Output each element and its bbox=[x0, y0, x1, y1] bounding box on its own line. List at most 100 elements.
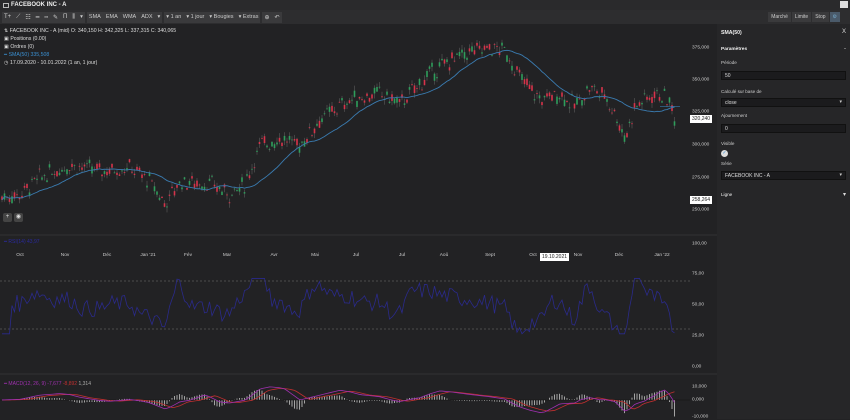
wma-button[interactable]: WMA bbox=[122, 14, 137, 20]
channel-tool-icon[interactable]: Π bbox=[63, 14, 68, 20]
offset-input[interactable]: 0 bbox=[721, 124, 846, 133]
price-tick: 300,000 bbox=[692, 142, 710, 148]
time-tick: Fév bbox=[184, 253, 192, 258]
drawing-tools-group: T+ ⟋ ☷ ━ ┅ ✎ Π ⫼ ▾ bbox=[2, 11, 85, 23]
positions-line[interactable]: ▣ Positions (0.00) bbox=[4, 36, 47, 42]
chart-window-icon bbox=[3, 2, 9, 8]
horizontal-line-icon[interactable]: ━ bbox=[35, 14, 40, 21]
ema-button[interactable]: EMA bbox=[105, 14, 118, 20]
adx-button[interactable]: ADX bbox=[141, 14, 153, 20]
dotted-line-icon[interactable]: ┅ bbox=[44, 14, 49, 21]
sma-value: SMA(50) 335,508 bbox=[8, 52, 50, 58]
pencil-icon[interactable]: ✎ bbox=[53, 14, 59, 21]
last-price-tag: 320,240 bbox=[690, 115, 713, 123]
macd-text: MACD(12, 26, 9) -7,677 bbox=[8, 381, 62, 387]
period-input[interactable]: 50 bbox=[721, 71, 846, 80]
macd-value: ━ MACD(12, 26, 9) -7,677 bbox=[4, 381, 62, 387]
rsi-value: RSI(14) 43,97 bbox=[8, 239, 40, 245]
series-label: Série bbox=[721, 161, 732, 166]
time-tick: Sept bbox=[485, 253, 495, 258]
macd-tick: 10,000 bbox=[692, 384, 707, 390]
fibonacci-tool-icon[interactable]: ☷ bbox=[25, 14, 31, 21]
period-dropdown[interactable]: ▾ 1 an bbox=[166, 14, 182, 20]
instrument-line: ⇅ FACEBOOK INC - A (mid) O: 340,150 H: 3… bbox=[4, 28, 177, 34]
price-tick: 350,000 bbox=[692, 77, 710, 83]
macd-tick: 0,000 bbox=[692, 397, 705, 403]
zoom-in-button[interactable]: + bbox=[3, 213, 12, 222]
rsi-tick: 100,00 bbox=[692, 241, 707, 247]
settings-group: ▾ 1 an ▾ 1 jour ▾ Bougies ▾ Extras bbox=[164, 11, 261, 23]
settings-toggle-icon[interactable]: ⚙ bbox=[829, 12, 840, 22]
indicators-group: SMA EMA WMA ADX ▾ bbox=[86, 11, 163, 23]
undo-icon[interactable]: ↶ bbox=[274, 14, 280, 21]
rsi-legend[interactable]: ━ RSI(14) 43,97 bbox=[4, 239, 40, 245]
visible-label: Visible bbox=[721, 141, 735, 146]
chart-area[interactable]: ⇅ FACEBOOK INC - A (mid) O: 340,150 H: 3… bbox=[0, 24, 717, 420]
base-label: Calculé sur base de bbox=[721, 89, 762, 94]
gann-tool-icon[interactable]: ⫼ bbox=[72, 13, 76, 20]
time-tick: Oct bbox=[529, 253, 537, 258]
rsi-tick: 50,00 bbox=[692, 302, 705, 308]
time-tick: Jan '22 bbox=[654, 253, 670, 258]
rsi-tick: 25,00 bbox=[692, 333, 705, 339]
interval-value: 1 jour bbox=[190, 14, 205, 20]
time-tick: Jan '21 bbox=[140, 253, 156, 258]
limit-order-button[interactable]: Limite bbox=[791, 12, 812, 22]
reset-zoom-button[interactable]: ◉ bbox=[14, 213, 23, 222]
close-icon[interactable]: X bbox=[841, 29, 846, 35]
toolbar: T+ ⟋ ☷ ━ ┅ ✎ Π ⫼ ▾ SMA EMA WMA ADX ▾ ▾ 1… bbox=[0, 10, 850, 24]
line-chevron-icon[interactable]: ▾ bbox=[842, 192, 846, 198]
text-tool-icon[interactable]: T+ bbox=[4, 14, 12, 20]
window-title: FACEBOOK INC - A bbox=[11, 2, 67, 8]
orders-line[interactable]: ▣ Ordres (0) bbox=[4, 44, 34, 50]
time-tick: Mar bbox=[222, 253, 232, 258]
chart-legend: ⇅ FACEBOOK INC - A (mid) O: 340,150 H: 3… bbox=[4, 27, 176, 67]
date-range-line: ◷ 17.09.2020 - 10.01.2022 (1 an, 1 jour) bbox=[4, 60, 98, 66]
price-tick: 275,000 bbox=[692, 175, 710, 181]
instrument-name: FACEBOOK INC - A (mid) bbox=[9, 28, 70, 34]
extras-value: Extras bbox=[242, 14, 259, 20]
period-value: 1 an bbox=[170, 14, 182, 20]
zoom-icon[interactable]: ⊕ bbox=[264, 14, 270, 21]
series-select[interactable]: FACEBOOK INC - A bbox=[721, 171, 846, 180]
zoom-group: ⊕ ↶ bbox=[262, 11, 282, 23]
more-indicators-chevron-icon[interactable]: ▾ bbox=[157, 14, 161, 20]
parameters-section[interactable]: Paramètres bbox=[721, 47, 748, 52]
macd-legend[interactable]: ━ MACD(12, 26, 9) -7,677 -8,892 1,314 bbox=[4, 381, 91, 387]
time-tick: Déc bbox=[102, 253, 112, 258]
orders-label: Ordres (0) bbox=[10, 44, 34, 50]
order-buttons: Marché Limite Stop ⚙ bbox=[767, 12, 840, 22]
base-select[interactable]: close bbox=[721, 98, 846, 107]
extras-dropdown[interactable]: ▾ Extras bbox=[238, 14, 259, 20]
hamburger-menu-icon[interactable] bbox=[840, 1, 848, 8]
more-tools-chevron-icon[interactable]: ▾ bbox=[80, 14, 83, 20]
chart-type-dropdown[interactable]: ▾ Bougies bbox=[209, 14, 234, 20]
interval-dropdown[interactable]: ▾ 1 jour bbox=[186, 14, 205, 20]
time-tick: Nov bbox=[60, 253, 70, 258]
period-label: Période bbox=[721, 60, 737, 65]
macd-hist: 1,314 bbox=[78, 381, 91, 387]
trendline-tool-icon[interactable]: ⟋ bbox=[16, 13, 21, 20]
chart-canvas[interactable] bbox=[0, 24, 717, 419]
time-tick: Aoû bbox=[439, 253, 449, 258]
time-tick: Déc bbox=[614, 253, 624, 258]
panel-title: SMA(50) bbox=[721, 30, 742, 36]
macd-signal: -8,892 bbox=[62, 381, 78, 387]
time-tick: Oct bbox=[16, 253, 24, 258]
time-tick: Nov bbox=[573, 253, 583, 258]
title-bar: FACEBOOK INC - A bbox=[0, 0, 850, 10]
market-order-button[interactable]: Marché bbox=[768, 12, 791, 22]
visible-checkbox[interactable]: ✓ bbox=[721, 150, 728, 157]
time-tick: Jul bbox=[398, 253, 406, 258]
macd-tick: -10,000 bbox=[692, 414, 709, 420]
time-tick: Avr bbox=[270, 253, 278, 258]
date-range: 17.09.2020 - 10.01.2022 (1 an, 1 jour) bbox=[9, 60, 98, 66]
collapse-icon[interactable]: - bbox=[844, 46, 846, 52]
ohlc-values: O: 340,150 H: 342,325 L: 337,315 C: 340,… bbox=[70, 28, 177, 34]
price-tick: 375,000 bbox=[692, 45, 710, 51]
stop-order-button[interactable]: Stop bbox=[812, 12, 829, 22]
price-tick: 250,000 bbox=[692, 207, 710, 213]
sma-button[interactable]: SMA bbox=[88, 14, 101, 20]
sma-legend[interactable]: ━ SMA(50) 335,508 bbox=[4, 52, 50, 58]
line-section[interactable]: Ligne bbox=[721, 192, 733, 197]
